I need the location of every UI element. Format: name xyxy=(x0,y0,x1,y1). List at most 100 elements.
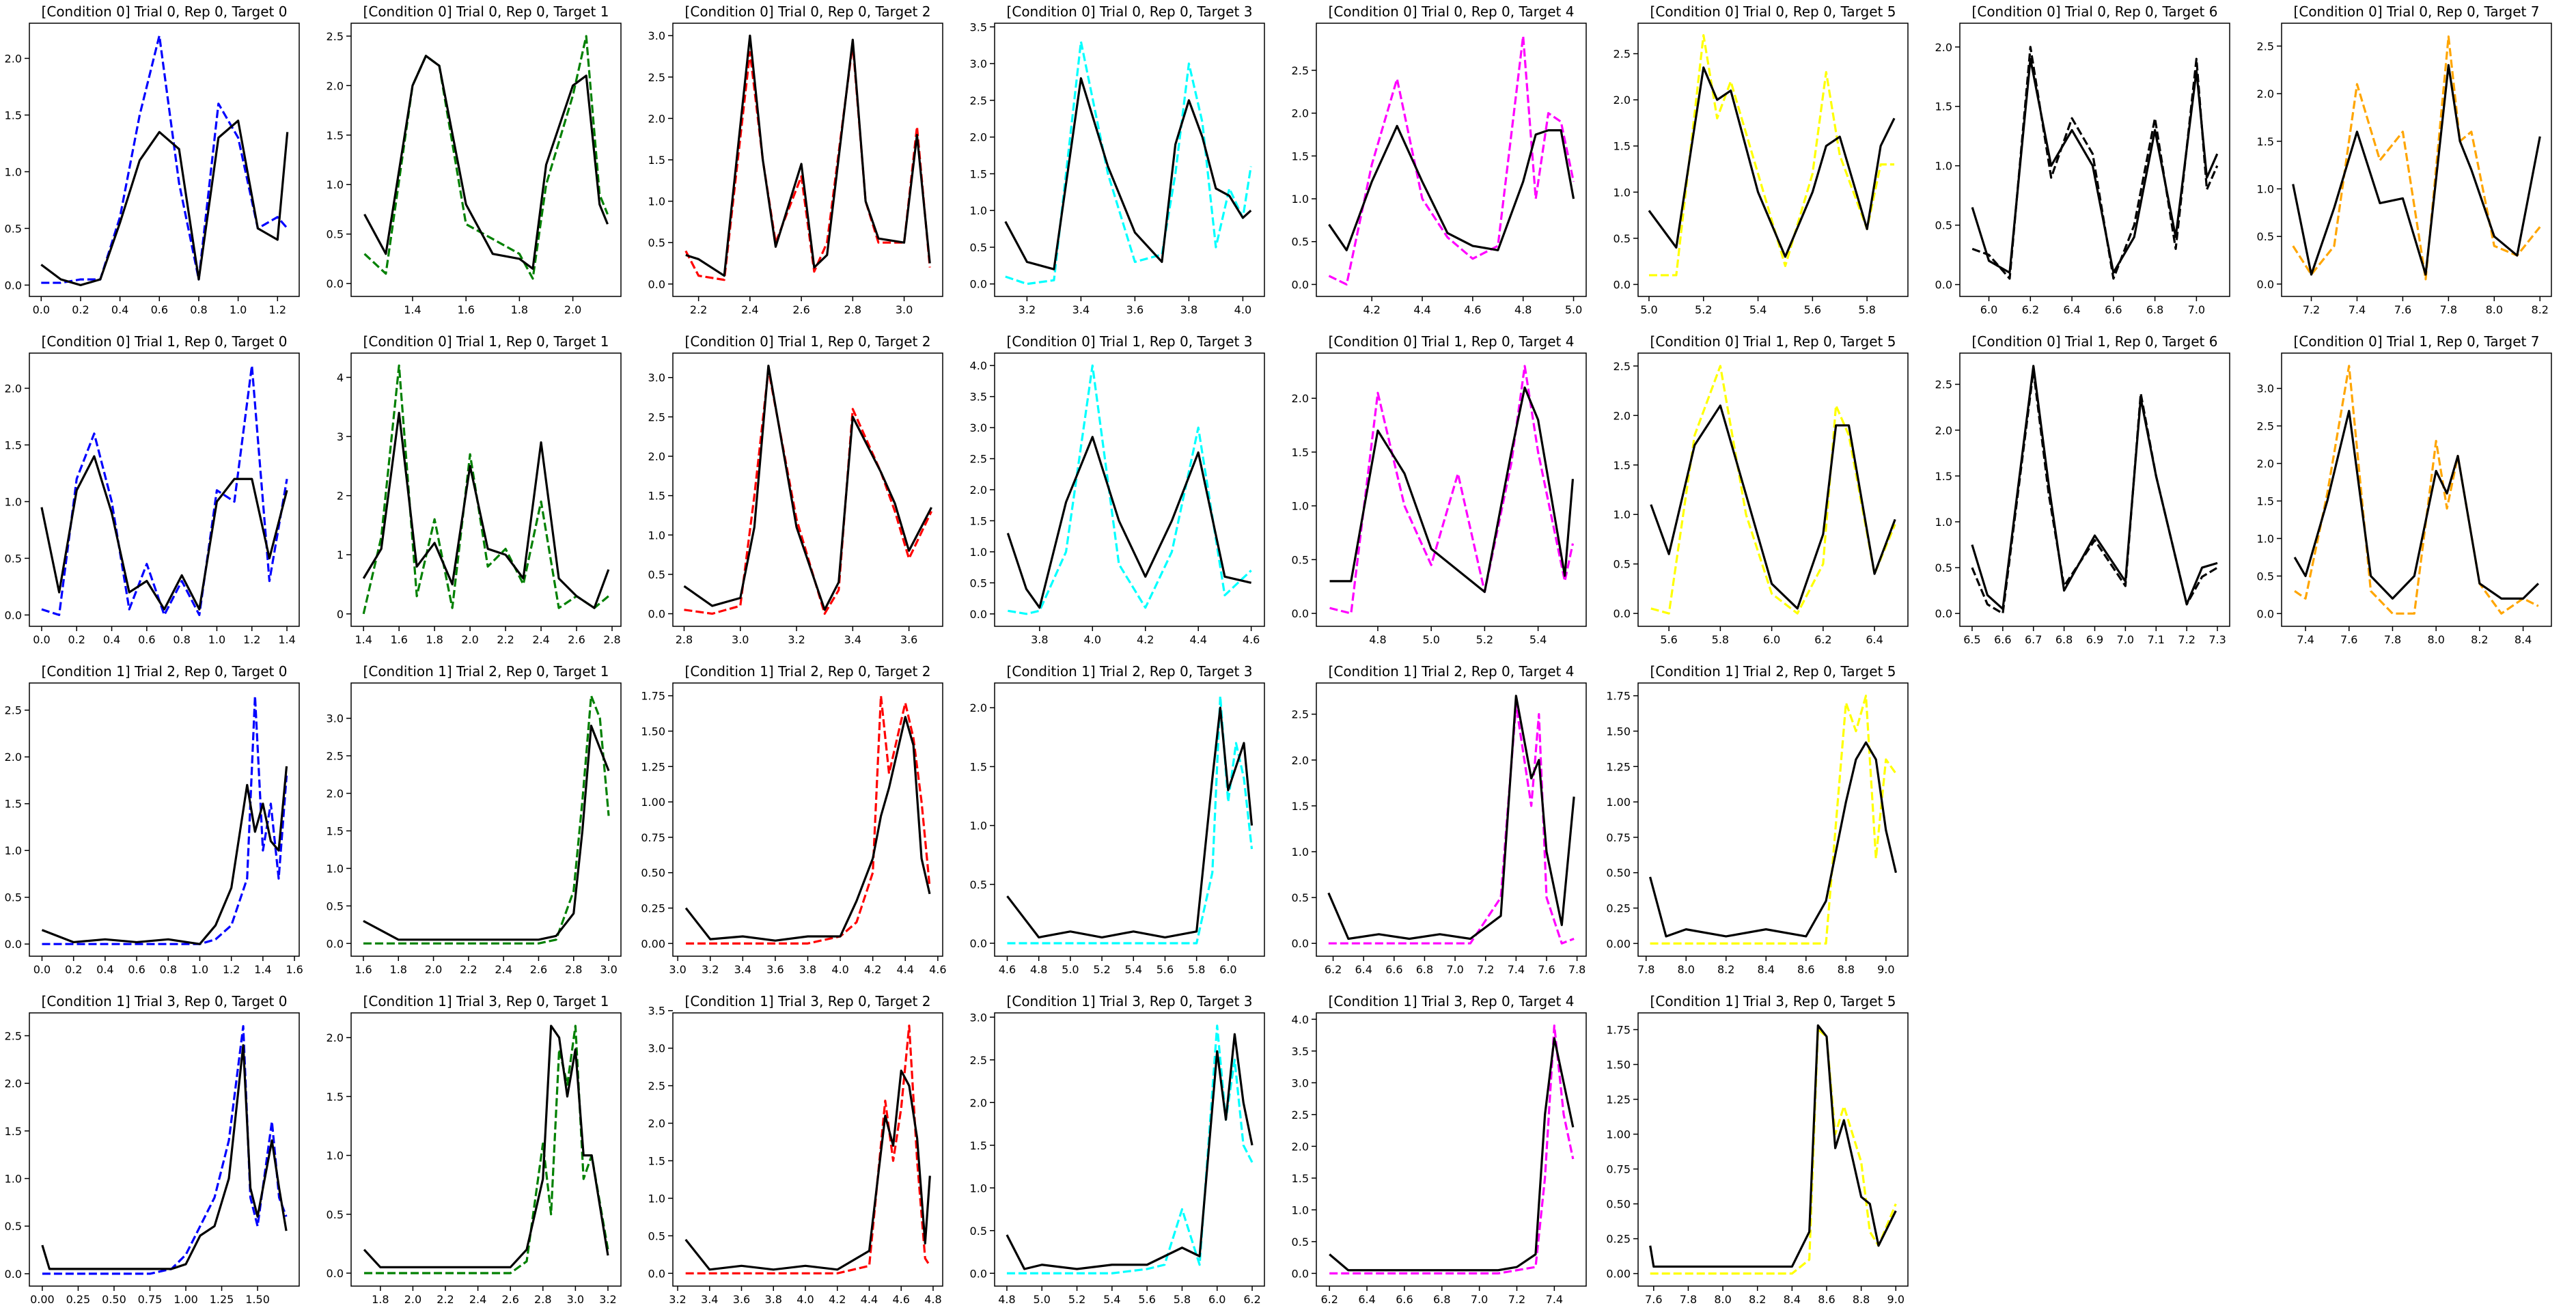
y-tick-label: 0.5 xyxy=(327,900,344,912)
x-tick-label: 6.4 xyxy=(1355,963,1372,976)
y-tick-label: 1.00 xyxy=(1606,796,1631,809)
series-line xyxy=(1005,40,1252,285)
y-tick-label: 1.5 xyxy=(970,167,987,180)
x-tick-label: 5.4 xyxy=(1103,1293,1120,1306)
x-tick-label: 1.2 xyxy=(223,963,240,976)
x-tick-label: 1.2 xyxy=(243,633,260,646)
series-line xyxy=(1649,1024,1897,1268)
subplot: [Condition 0] Trial 0, Rep 0, Target 2 2.… xyxy=(648,3,943,316)
x-tick-label: 4.8 xyxy=(998,1293,1015,1306)
x-tick-label: 2.0 xyxy=(564,303,581,316)
y-tick-label: 2.5 xyxy=(327,30,344,43)
subplot-title: [Condition 1] Trial 3, Rep 0, Target 3 xyxy=(1007,993,1253,1009)
series-line xyxy=(1329,386,1575,594)
axes-frame xyxy=(1316,23,1587,297)
subplot-title: [Condition 1] Trial 2, Rep 0, Target 4 xyxy=(1329,663,1575,680)
series-line xyxy=(683,364,932,611)
y-tick-label: 1.0 xyxy=(5,844,22,857)
x-tick-label: 7.8 xyxy=(1637,963,1654,976)
y-tick-label: 0.0 xyxy=(1614,278,1631,291)
x-tick-label: 2.0 xyxy=(404,1293,421,1306)
y-tick-label: 1.5 xyxy=(1292,446,1309,459)
x-tick-label: 1.8 xyxy=(372,1293,389,1306)
x-tick-label: 6.0 xyxy=(1763,633,1780,646)
subplot-title: [Condition 0] Trial 0, Rep 0, Target 2 xyxy=(685,3,931,20)
y-tick-label: 3.0 xyxy=(327,712,344,725)
y-tick-label: 1.50 xyxy=(1606,1059,1631,1072)
subplot-title: [Condition 0] Trial 0, Rep 0, Target 4 xyxy=(1329,3,1575,20)
x-tick-label: 6.0 xyxy=(1208,1293,1225,1306)
y-tick-label: 0.5 xyxy=(327,1208,344,1221)
x-tick-label: 3.6 xyxy=(1126,303,1144,316)
x-tick-label: 1.0 xyxy=(230,303,247,316)
y-tick-label: 4.0 xyxy=(1292,1013,1309,1026)
y-tick-label: 1.0 xyxy=(1292,1203,1309,1216)
subplot-title: [Condition 0] Trial 0, Rep 0, Target 5 xyxy=(1650,3,1896,20)
x-tick-label: 2.8 xyxy=(534,1293,551,1306)
x-tick-label: 6.7 xyxy=(2025,633,2042,646)
y-tick-label: 0.0 xyxy=(327,1267,344,1280)
x-tick-label: 0.4 xyxy=(111,303,128,316)
series-line xyxy=(684,1070,931,1271)
axes-frame xyxy=(672,682,943,957)
x-tick-label: 1.4 xyxy=(404,303,421,316)
y-tick-label: 1.25 xyxy=(641,760,665,773)
y-tick-label: 1.0 xyxy=(2257,532,2274,545)
x-tick-label: 4.2 xyxy=(864,963,881,976)
y-tick-label: 1.0 xyxy=(327,1149,344,1162)
y-tick-label: 1.75 xyxy=(1606,1023,1631,1036)
x-tick-label: 6.2 xyxy=(1814,633,1831,646)
y-tick-label: 2.0 xyxy=(648,450,665,463)
subplot-title: [Condition 1] Trial 3, Rep 0, Target 1 xyxy=(363,993,609,1009)
subplot: [Condition 1] Trial 3, Rep 0, Target 2 3.… xyxy=(648,993,943,1306)
y-tick-label: 3.0 xyxy=(2257,382,2274,395)
x-tick-label: 3.0 xyxy=(732,633,749,646)
x-tick-label: 4.0 xyxy=(1084,633,1101,646)
y-tick-label: 0.5 xyxy=(648,568,665,581)
y-tick-label: 0.0 xyxy=(1935,607,1952,620)
x-tick-label: 0.00 xyxy=(30,1293,55,1306)
y-tick-label: 1.0 xyxy=(1292,846,1309,859)
x-tick-label: 1.4 xyxy=(254,963,271,976)
x-tick-label: 0.8 xyxy=(190,303,207,316)
x-tick-label: 2.4 xyxy=(532,633,549,646)
series-line xyxy=(1328,35,1575,286)
y-tick-label: 1.75 xyxy=(641,690,665,703)
x-tick-label: 1.6 xyxy=(286,963,303,976)
x-tick-label: 3.2 xyxy=(669,1293,686,1306)
x-tick-label: 4.8 xyxy=(924,1293,941,1306)
y-tick-label: 1.0 xyxy=(327,178,344,191)
x-tick-label: 5.2 xyxy=(1695,303,1712,316)
y-tick-label: 0.5 xyxy=(2257,570,2274,583)
x-tick-label: 2.0 xyxy=(425,963,442,976)
x-tick-label: 4.6 xyxy=(929,963,946,976)
x-tick-label: 6.8 xyxy=(1433,1293,1450,1306)
x-tick-label: 8.4 xyxy=(2515,633,2532,646)
x-tick-label: 0.2 xyxy=(65,963,82,976)
y-tick-label: 0.25 xyxy=(641,902,665,915)
subplot: [Condition 1] Trial 3, Rep 0, Target 5 7.… xyxy=(1606,993,1909,1306)
x-tick-label: 8.2 xyxy=(2471,633,2488,646)
x-tick-label: 4.0 xyxy=(797,1293,814,1306)
y-tick-label: 3.5 xyxy=(970,391,987,404)
y-tick-label: 1.25 xyxy=(1606,1093,1631,1106)
y-tick-label: 1.5 xyxy=(2257,494,2274,507)
x-tick-label: 6.9 xyxy=(2086,633,2103,646)
subplot-title: [Condition 1] Trial 2, Rep 0, Target 1 xyxy=(363,663,609,680)
y-tick-label: 1.0 xyxy=(5,165,22,178)
x-tick-label: 9.0 xyxy=(1877,963,1894,976)
x-tick-label: 1.0 xyxy=(191,963,208,976)
x-tick-label: 5.0 xyxy=(1062,963,1079,976)
y-tick-label: 1.5 xyxy=(648,1154,665,1167)
x-tick-label: 2.6 xyxy=(501,1293,518,1306)
axes-frame xyxy=(29,682,300,957)
x-tick-label: 7.8 xyxy=(1680,1293,1697,1306)
y-tick-label: 0.0 xyxy=(970,608,987,621)
y-tick-label: 1.5 xyxy=(5,798,22,811)
x-tick-label: 1.00 xyxy=(174,1293,198,1306)
y-tick-label: 3.5 xyxy=(648,1005,665,1018)
series-line xyxy=(1650,695,1897,945)
series-line xyxy=(1971,365,2218,611)
x-tick-label: 3.2 xyxy=(1019,303,1036,316)
